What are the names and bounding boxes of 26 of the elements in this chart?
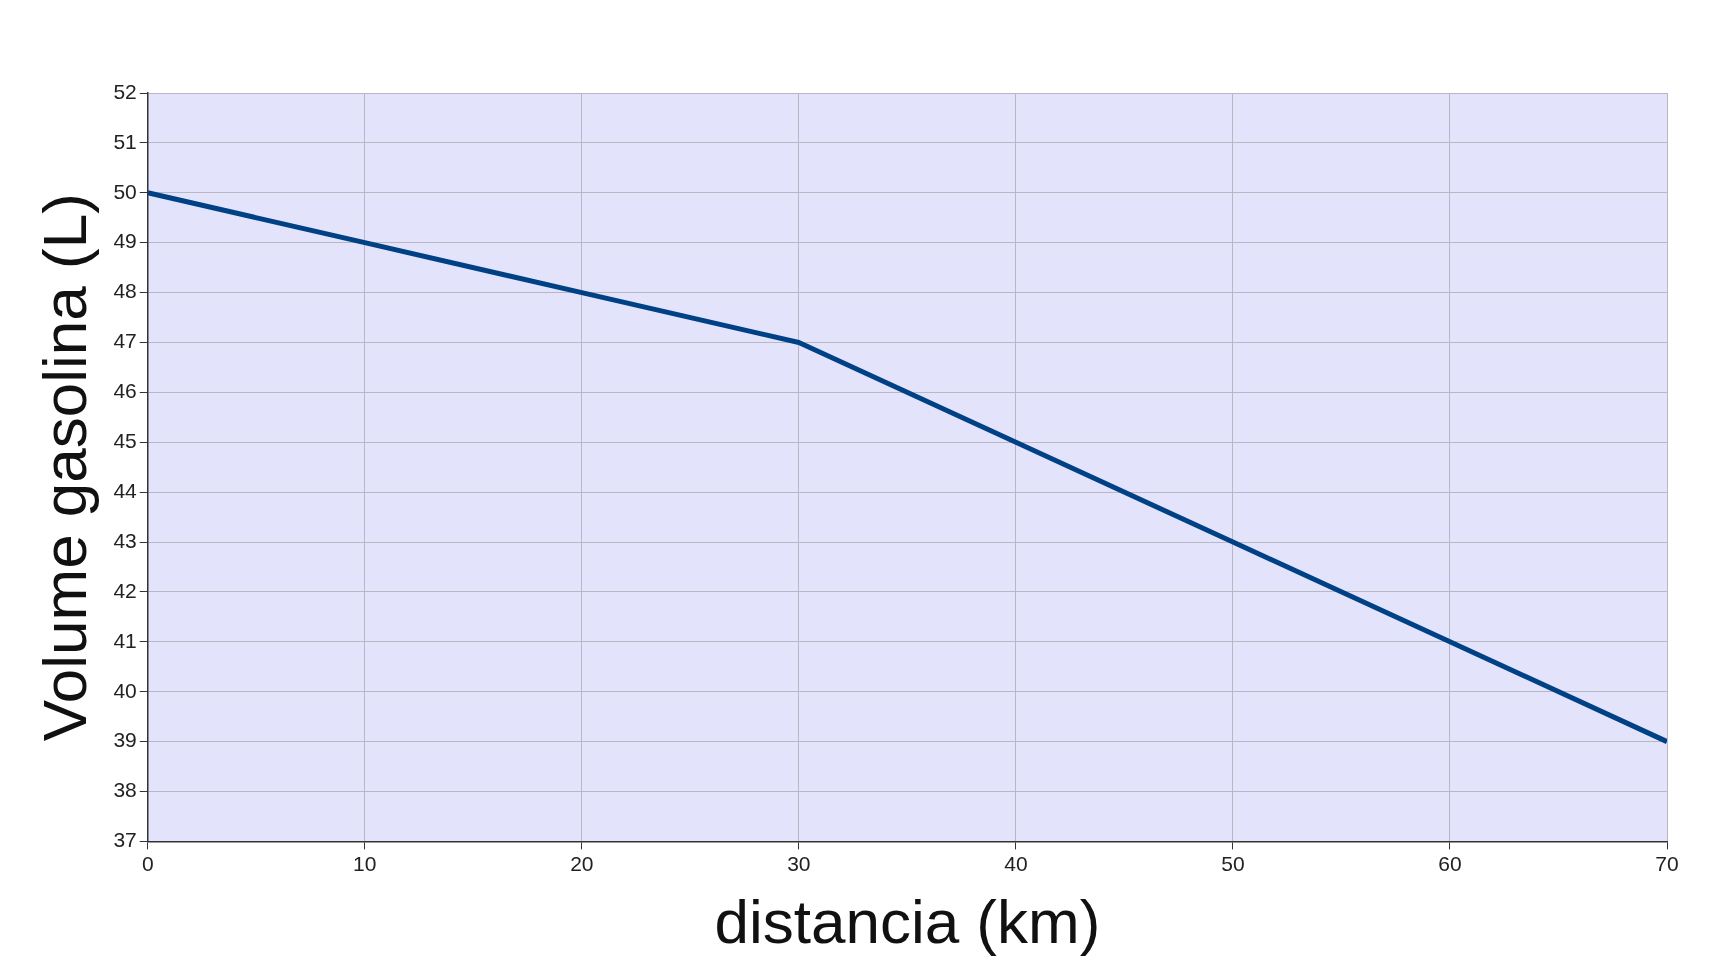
y-axis-title: Volume gasolina (L)	[30, 193, 100, 742]
y-tick-label: 48	[113, 279, 137, 303]
y-tick-label: 37	[113, 828, 137, 852]
y-tick-label: 42	[113, 578, 137, 602]
y-tick-label: 49	[113, 229, 137, 253]
y-tick-label: 47	[113, 329, 137, 353]
y-tick-label: 44	[113, 478, 138, 502]
y-tick-label: 43	[113, 528, 137, 552]
y-tick-label: 51	[113, 129, 137, 153]
y-tick-label: 45	[113, 429, 137, 453]
y-tick-label: 39	[113, 728, 137, 752]
x-tick-label: 10	[353, 851, 377, 875]
x-tick-label: 70	[1655, 851, 1679, 875]
x-tick-label: 60	[1438, 851, 1462, 875]
y-tick-label: 41	[113, 628, 137, 652]
y-tick-label: 50	[113, 179, 137, 203]
x-tick-label: 0	[141, 851, 154, 875]
y-tick-label: 52	[113, 79, 137, 103]
x-tick-label: 30	[787, 851, 811, 875]
y-tick-label: 40	[113, 678, 137, 702]
y-tick-label: 38	[113, 778, 137, 802]
x-tick-label: 40	[1004, 851, 1028, 875]
x-axis-title: distancia (km)	[714, 886, 1101, 956]
x-tick-label: 20	[570, 851, 594, 875]
x-tick-label: 50	[1221, 851, 1245, 875]
y-tick-label: 46	[113, 379, 137, 403]
